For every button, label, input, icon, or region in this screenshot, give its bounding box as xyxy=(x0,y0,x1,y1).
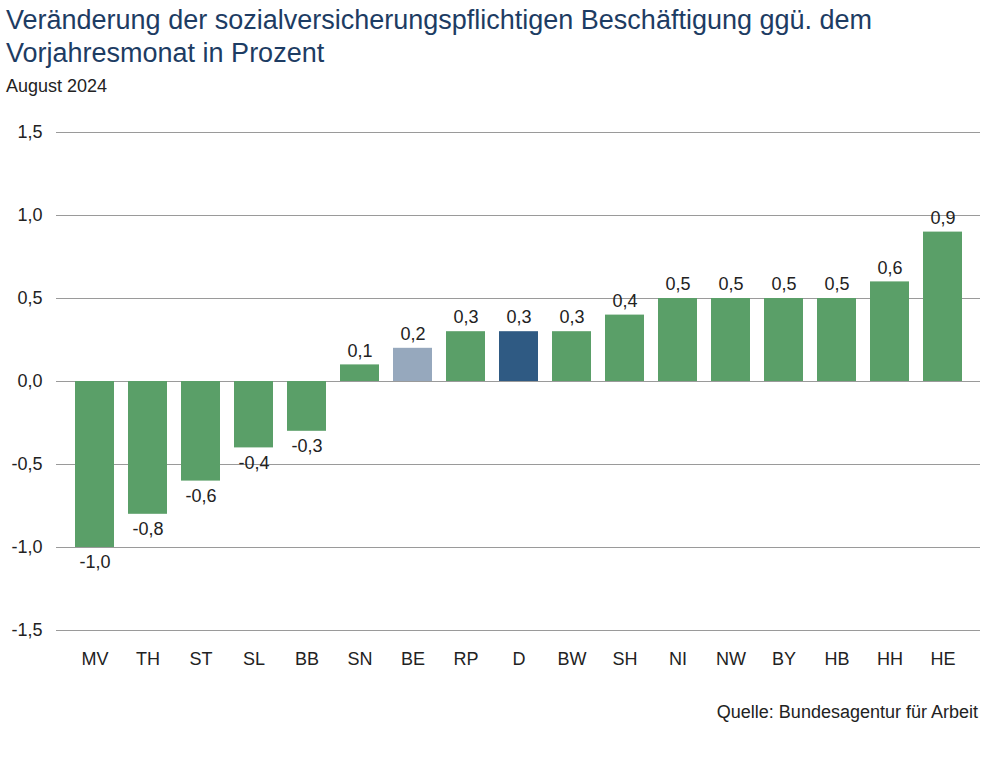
svg-text:NI: NI xyxy=(669,649,687,669)
svg-text:0,3: 0,3 xyxy=(559,307,584,327)
html-text:Quelle: Bundesagentur für Arbe: Quelle: Bundesagentur für Arbeit xyxy=(716,702,978,722)
svg-text:SH: SH xyxy=(612,649,637,669)
svg-text:0,5: 0,5 xyxy=(665,274,690,294)
html-text:August 2024: August 2024 xyxy=(6,76,108,96)
svg-text:1,5: 1,5 xyxy=(17,122,42,142)
html-text:Veränderung der sozialversiche: Veränderung der sozialversicherungspflic… xyxy=(6,5,872,68)
svg-text:BE: BE xyxy=(401,649,425,669)
svg-text:TH: TH xyxy=(136,649,160,669)
svg-text:-0,8: -0,8 xyxy=(132,519,163,539)
svg-text:0,9: 0,9 xyxy=(930,208,955,228)
svg-text:1,0: 1,0 xyxy=(17,205,42,225)
svg-text:0,3: 0,3 xyxy=(453,307,478,327)
svg-text:0,2: 0,2 xyxy=(400,324,425,344)
svg-text:-1,0: -1,0 xyxy=(79,552,110,572)
svg-text:0,5: 0,5 xyxy=(771,274,796,294)
svg-text:-0,6: -0,6 xyxy=(185,486,216,506)
svg-text:0,1: 0,1 xyxy=(347,341,372,361)
svg-text:BY: BY xyxy=(772,649,796,669)
svg-text:RP: RP xyxy=(453,649,478,669)
svg-text:D: D xyxy=(513,649,526,669)
svg-text:0,0: 0,0 xyxy=(17,371,42,391)
svg-text:HH: HH xyxy=(877,649,903,669)
svg-text:0,3: 0,3 xyxy=(506,307,531,327)
svg-text:0,5: 0,5 xyxy=(718,274,743,294)
svg-text:SL: SL xyxy=(243,649,265,669)
svg-text:MV: MV xyxy=(82,649,109,669)
svg-text:NW: NW xyxy=(716,649,746,669)
svg-text:BB: BB xyxy=(295,649,319,669)
svg-text:0,5: 0,5 xyxy=(17,288,42,308)
svg-text:-0,4: -0,4 xyxy=(238,453,269,473)
svg-text:0,5: 0,5 xyxy=(824,274,849,294)
svg-text:SN: SN xyxy=(347,649,372,669)
svg-text:-1,5: -1,5 xyxy=(11,620,42,640)
svg-text:ST: ST xyxy=(189,649,212,669)
svg-text:0,6: 0,6 xyxy=(877,258,902,278)
svg-text:-1,0: -1,0 xyxy=(11,537,42,557)
svg-text:HB: HB xyxy=(824,649,849,669)
svg-text:-0,3: -0,3 xyxy=(291,436,322,456)
svg-text:BW: BW xyxy=(558,649,587,669)
svg-text:-0,5: -0,5 xyxy=(11,454,42,474)
svg-text:0,4: 0,4 xyxy=(612,291,637,311)
svg-text:HE: HE xyxy=(930,649,955,669)
